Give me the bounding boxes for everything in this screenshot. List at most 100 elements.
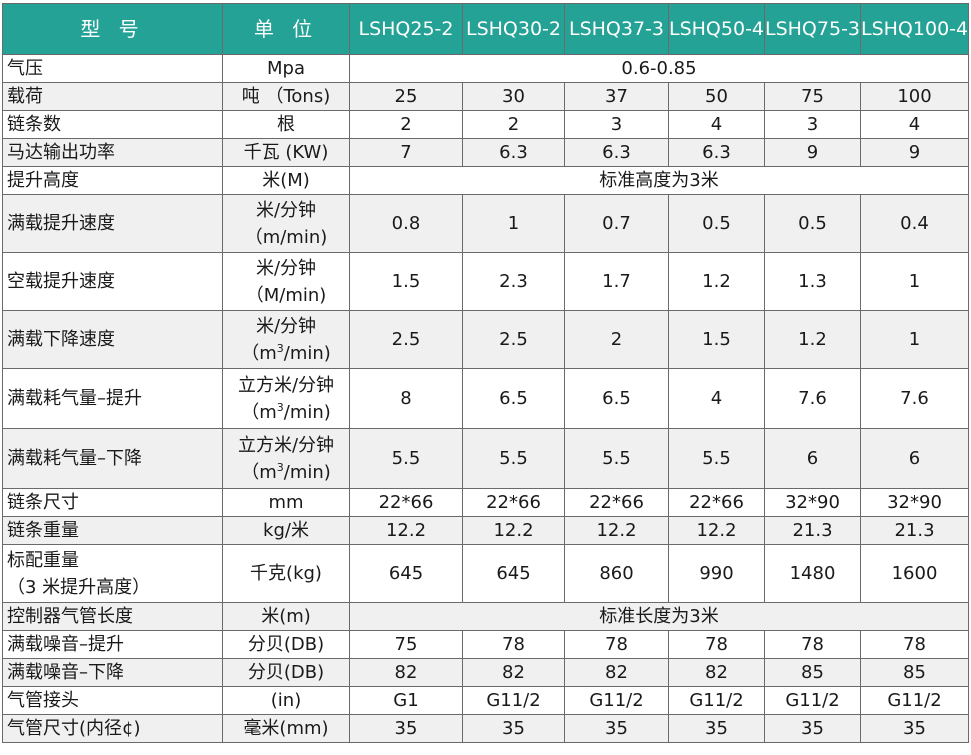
value-cell: 22*66 (564, 488, 669, 517)
unit-cell: Mpa (222, 54, 350, 83)
header-model-col: LSHQ75-3 (764, 3, 861, 55)
value-cell: 2.5 (349, 310, 463, 369)
value-cell: 1.3 (764, 252, 861, 311)
unit-line: （m3/min) (224, 399, 349, 426)
param-cell: 气压 (2, 54, 223, 83)
unit-part: （m (241, 342, 277, 364)
value-cell: 6 (764, 428, 861, 489)
param-cell: 马达输出功率 (2, 138, 223, 167)
spec-table: 型 号 单 位 LSHQ25-2 LSHQ30-2 LSHQ37-3 LSHQ5… (2, 3, 969, 743)
table-row: 满载提升速度 米/分钟 （m/min) 0.8 1 0.7 0.5 0.5 0.4 (2, 194, 969, 253)
param-cell: 标配重量 （3 米提升高度） (2, 544, 223, 603)
value-cell: 32*90 (764, 488, 861, 517)
unit-line: （M/min) (245, 284, 327, 306)
value-cell: 3 (764, 110, 861, 139)
table-row: 链条数根 2 2 3 4 3 4 (2, 110, 969, 139)
value-cell: G11/2 (462, 686, 565, 715)
value-cell: 5.5 (564, 428, 669, 489)
unit-cell: 立方米/分钟 （m3/min) (222, 368, 350, 429)
unit-part: /min) (283, 461, 331, 483)
unit-superscript: 3 (276, 460, 284, 474)
param-cell: 气管接头 (2, 686, 223, 715)
value-cell: 75 (764, 82, 861, 111)
value-cell: 2.5 (462, 310, 565, 369)
unit-superscript: 3 (276, 400, 284, 414)
table-row: 提升高度 米(M) 标准高度为3米 (2, 166, 969, 195)
value-cell: 6.3 (462, 138, 565, 167)
param-line: 标配重量 (7, 549, 79, 571)
value-cell: 1 (860, 252, 969, 311)
value-cell: 1 (860, 310, 969, 369)
value-cell: 35 (860, 714, 969, 743)
value-cell: 78 (764, 630, 861, 659)
value-cell: 1.5 (668, 310, 765, 369)
header-model-col: LSHQ100-4 (860, 3, 969, 55)
value-cell: 0.7 (564, 194, 669, 253)
value-cell: 21.3 (860, 516, 969, 545)
value-cell: 78 (860, 630, 969, 659)
value-cell: 990 (668, 544, 765, 603)
value-cell: 35 (764, 714, 861, 743)
value-cell: 860 (564, 544, 669, 603)
value-cell: G1 (349, 686, 463, 715)
param-cell: 控制器气管长度 (2, 602, 223, 631)
unit-cell: 米(M) (222, 166, 350, 195)
table-row: 满载噪音–提升 分贝(DB) 75 78 78 78 78 78 (2, 630, 969, 659)
unit-cell: 吨 （Tons) (222, 82, 350, 111)
value-cell: 3 (564, 110, 669, 139)
value-cell: 6 (860, 428, 969, 489)
header-model-col: LSHQ25-2 (349, 3, 463, 55)
value-cell: 12.2 (668, 516, 765, 545)
unit-cell: (in) (222, 686, 350, 715)
value-cell: 4 (860, 110, 969, 139)
value-cell: 1.2 (668, 252, 765, 311)
param-cell: 气管尺寸(内径¢) (2, 714, 223, 743)
unit-part: /min) (283, 342, 331, 364)
value-cell: 82 (349, 658, 463, 687)
value-cell: 22*66 (349, 488, 463, 517)
header-model-col: LSHQ37-3 (564, 3, 669, 55)
unit-part: （m (241, 461, 277, 483)
header-unit: 单 位 (222, 3, 350, 55)
value-cell: 645 (349, 544, 463, 603)
param-cell: 载荷 (2, 82, 223, 111)
unit-cell: 米/分钟 （m/min) (222, 194, 350, 253)
unit-superscript: 3 (276, 341, 284, 355)
unit-line: 立方米/分钟 (237, 434, 335, 456)
value-cell: 2 (462, 110, 565, 139)
param-cell: 满载提升速度 (2, 194, 223, 253)
value-cell: 82 (564, 658, 669, 687)
value-cell: 78 (668, 630, 765, 659)
header-model: 型 号 (2, 3, 223, 55)
param-cell: 满载耗气量–下降 (2, 428, 223, 489)
value-cell: 35 (349, 714, 463, 743)
unit-cell: 根 (222, 110, 350, 139)
unit-line: （m3/min) (224, 459, 349, 486)
value-cell: 5.5 (349, 428, 463, 489)
table-row: 满载耗气量–下降 立方米/分钟 （m3/min) 5.5 5.5 5.5 5.5 6 6 (2, 428, 969, 489)
value-cell: 85 (764, 658, 861, 687)
table-row: 满载下降速度 米/分钟 （m3/min) 2.5 2.5 2 1.5 1.2 1 (2, 310, 969, 369)
param-cell: 提升高度 (2, 166, 223, 195)
unit-cell: 分贝(DB) (222, 630, 350, 659)
table-row: 链条尺寸 mm 22*66 22*66 22*66 22*66 32*90 32*90 (2, 488, 969, 517)
value-cell: 5.5 (668, 428, 765, 489)
value-cell: 0.5 (764, 194, 861, 253)
value-cell: 6.5 (564, 368, 669, 429)
value-cell: 1.5 (349, 252, 463, 311)
table-row: 标配重量 （3 米提升高度） 千克(kg) 645 645 860 990 1480 1600 (2, 544, 969, 603)
value-cell: 1480 (764, 544, 861, 603)
unit-cell: 米/分钟 （M/min) (222, 252, 350, 311)
value-cell: 7 (349, 138, 463, 167)
param-cell: 链条数 (2, 110, 223, 139)
table-row: 控制器气管长度 米(m) 标准长度为3米 (2, 602, 969, 631)
value-cell: 30 (462, 82, 565, 111)
table-row: 马达输出功率 千瓦 (KW) 7 6.3 6.3 6.3 9 9 (2, 138, 969, 167)
value-cell: 35 (462, 714, 565, 743)
header-row: 型 号 单 位 LSHQ25-2 LSHQ30-2 LSHQ37-3 LSHQ5… (2, 3, 969, 55)
value-cell: 21.3 (764, 516, 861, 545)
value-cell: 2 (564, 310, 669, 369)
value-cell: 85 (860, 658, 969, 687)
table-row: 载荷吨 （Tons) 25 30 37 50 75 100 (2, 82, 969, 111)
value-cell: 0.5 (668, 194, 765, 253)
